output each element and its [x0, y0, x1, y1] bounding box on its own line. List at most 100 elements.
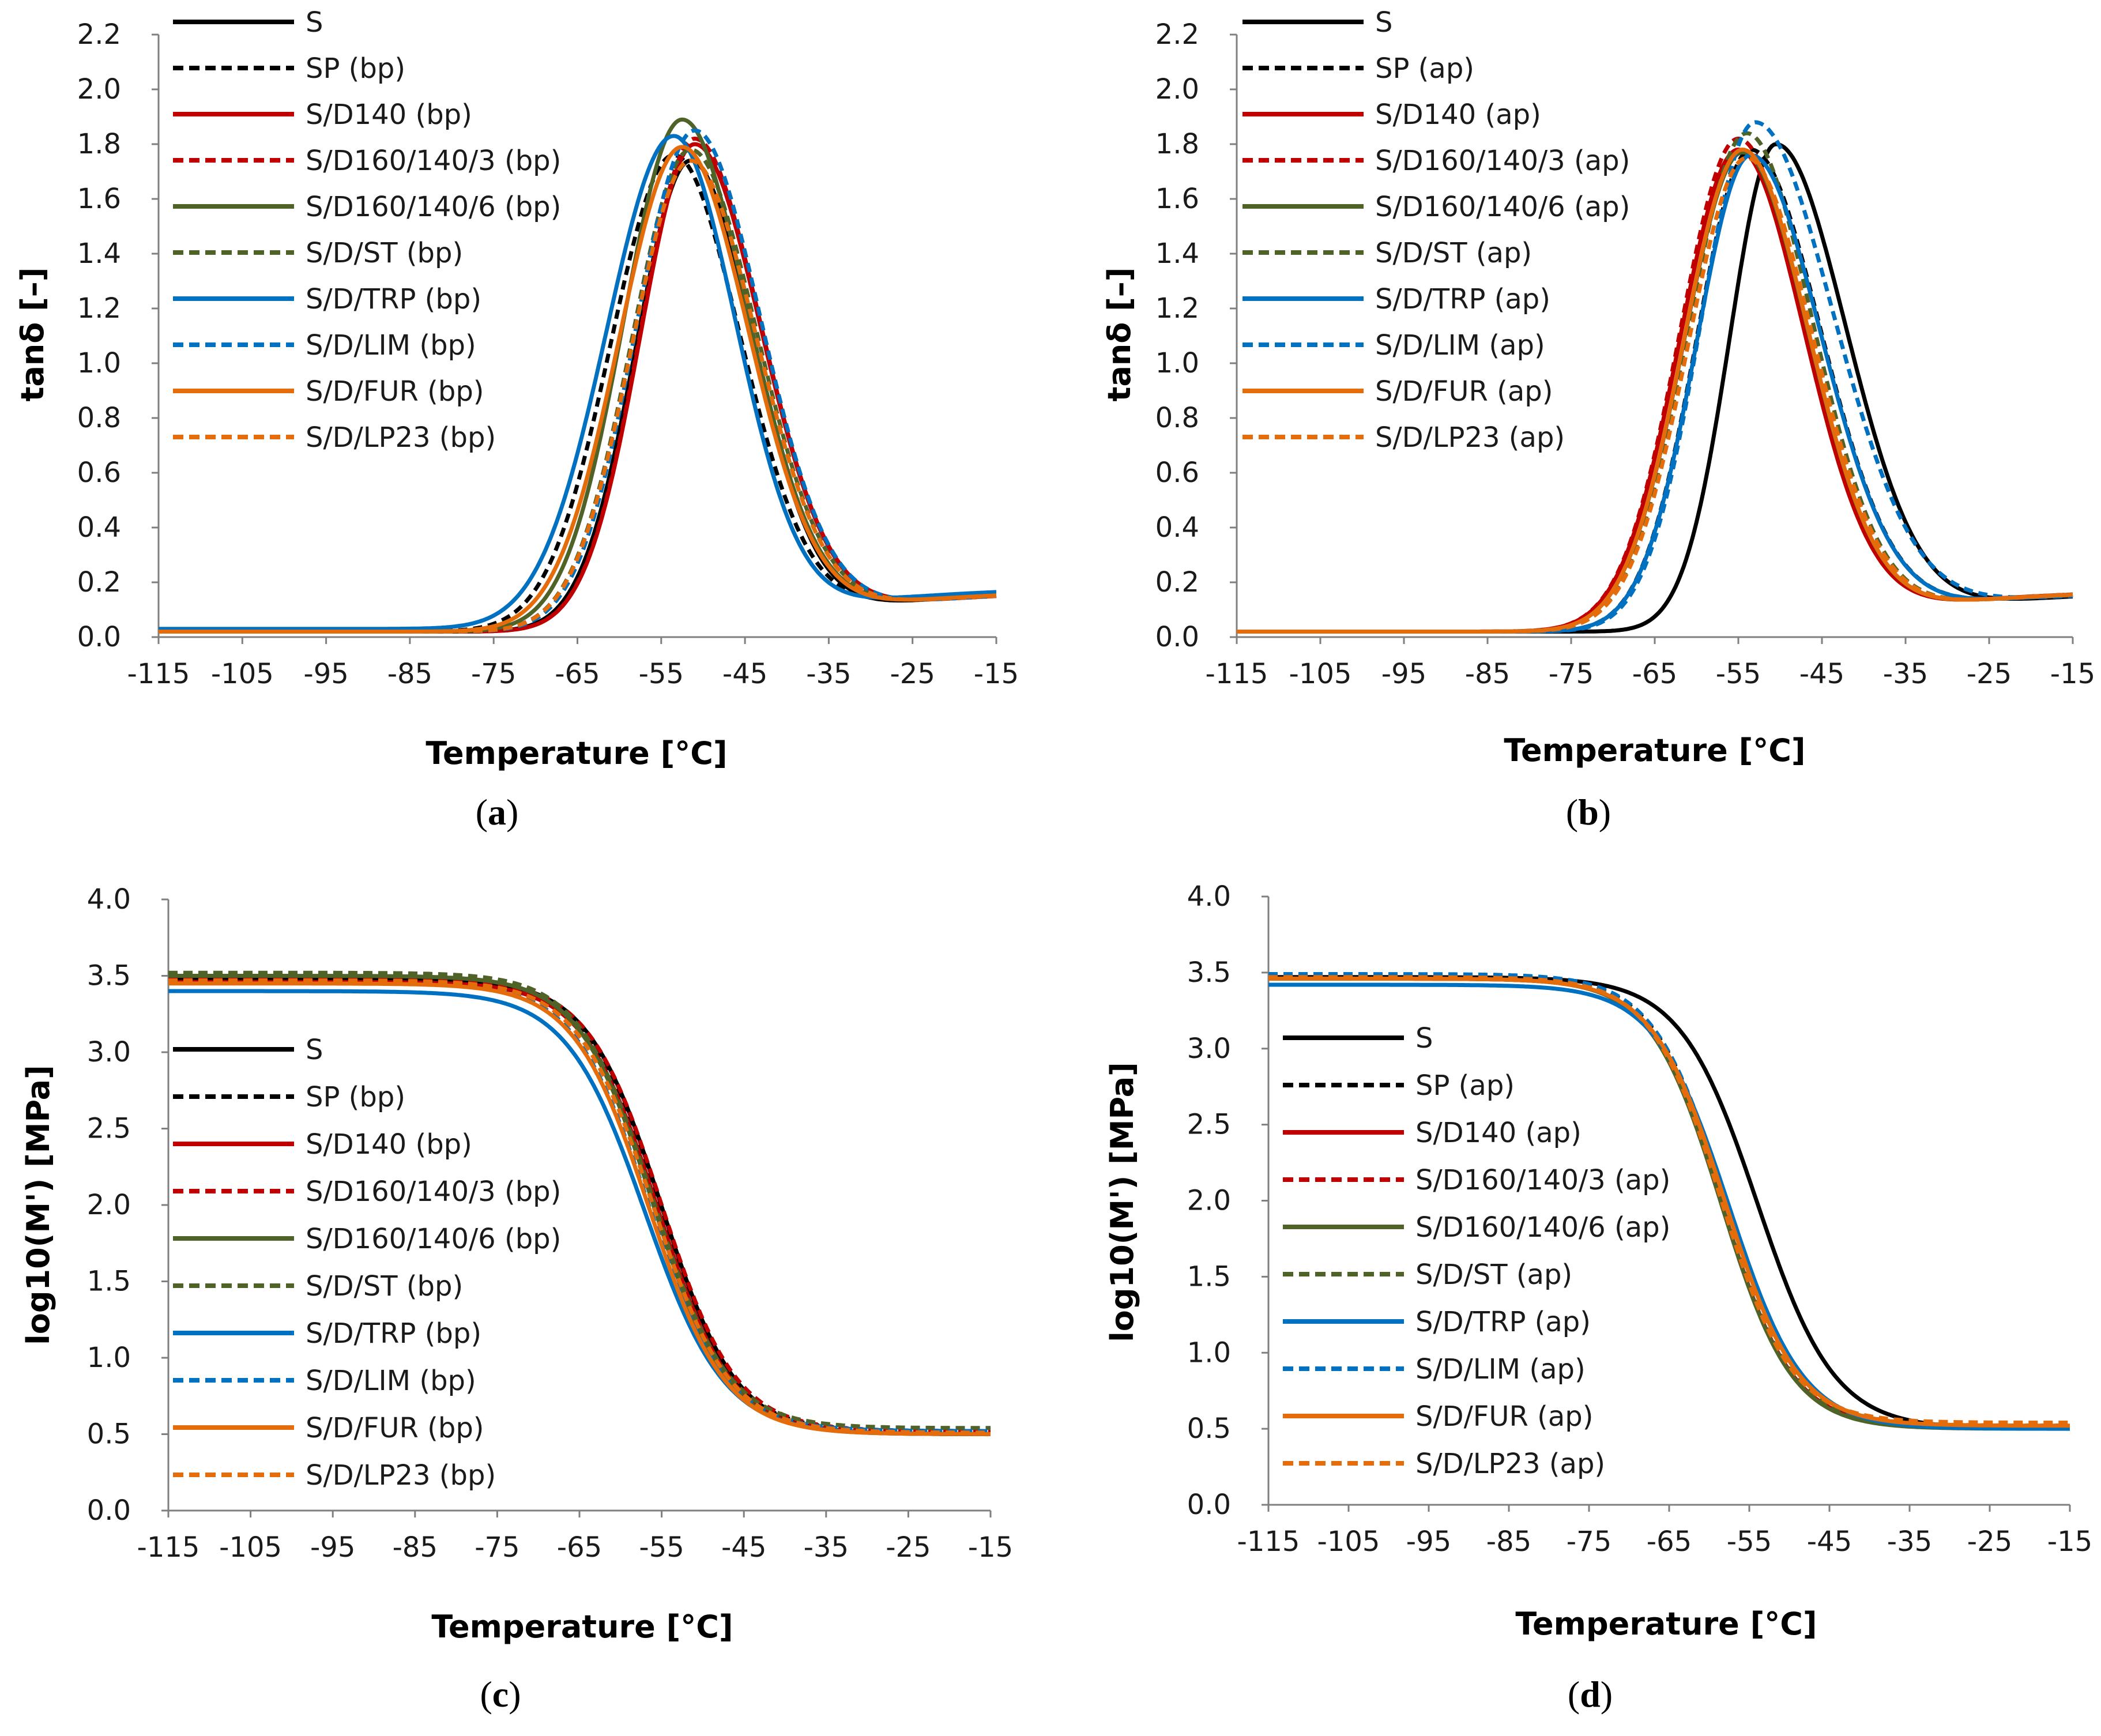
legend-label: S/D/LP23 (ap) — [1375, 421, 1565, 454]
legend-label: S/D/LIM (bp) — [306, 1365, 476, 1397]
legend-label: S/D/TRP (bp) — [306, 283, 481, 315]
y-tick-label: 3.0 — [1187, 1033, 1231, 1065]
legend-label: S/D/TRP (bp) — [306, 1317, 481, 1350]
legend: S SP (ap) S/D140 (ap) S/D160/140/3 (ap) S/D1… — [1283, 1022, 1670, 1480]
y-tick-label: 2.0 — [1187, 1185, 1231, 1217]
series-line-3 — [1268, 976, 2070, 1429]
legend-label: SP (bp) — [306, 1081, 405, 1113]
x-tick-label: -105 — [211, 658, 274, 690]
chart-panel-a: 0.0 0.2 0.4 0.6 0.8 1.0 1.2 1.4 1.6 1.8 2.0 2.2 -115… — [14, 6, 1019, 833]
y-tick-label: 4.0 — [1187, 880, 1231, 913]
y-axis-title: tanδ [–] — [14, 268, 51, 402]
series-line-10 — [168, 978, 991, 1435]
x-tick-label: -25 — [890, 658, 935, 690]
y-tick-label: 0.4 — [77, 511, 121, 544]
x-tick-label: -15 — [2047, 1526, 2092, 1558]
x-tick-label: -75 — [1567, 1526, 1611, 1558]
x-tick-label: -55 — [639, 1531, 684, 1564]
legend-label: S/D/LP23 (bp) — [306, 1459, 496, 1492]
y-tick-label: 0.0 — [77, 621, 121, 653]
panel-caption-letter: a — [488, 792, 506, 833]
series-line-4 — [1237, 137, 2073, 634]
panel-caption-letter: c — [492, 1674, 509, 1715]
y-axis-title: tanδ [–] — [1101, 268, 1138, 402]
legend-label: SP (bp) — [306, 52, 405, 85]
panel-caption-letter: d — [1580, 1674, 1601, 1715]
x-axis-title: Temperature [°C] — [426, 735, 727, 771]
x-tick-label: -115 — [1237, 1526, 1300, 1558]
legend-label: S/D/ST (ap) — [1415, 1259, 1572, 1291]
panel-caption: (c) — [480, 1674, 521, 1715]
x-tick-label: -115 — [127, 658, 190, 690]
y-tick-label: 1.8 — [77, 128, 121, 160]
legend-label: S/D/LP23 (ap) — [1415, 1448, 1605, 1480]
legend: S SP (bp) S/D140 (bp) S/D160/140/3 (bp) S/D1… — [173, 6, 561, 454]
legend-label: S/D140 (bp) — [306, 1128, 472, 1161]
y-tick-label: 3.5 — [87, 960, 131, 992]
series-group — [159, 117, 997, 634]
legend-label: S/D/LIM (ap) — [1415, 1353, 1586, 1385]
x-axis-title: Temperature [°C] — [1515, 1606, 1817, 1642]
legend-label: S/D160/140/6 (bp) — [306, 1223, 561, 1255]
legend-label: SP (ap) — [1375, 52, 1474, 85]
y-tick-label: 1.2 — [1155, 292, 1199, 325]
y-tick-label: 1.4 — [77, 238, 121, 270]
y-tick-label: 0.0 — [1187, 1489, 1231, 1521]
series-line-9 — [168, 981, 991, 1436]
legend-label: S/D/ST (ap) — [1375, 237, 1532, 269]
legend-label: S/D/LP23 (bp) — [306, 421, 496, 454]
y-tick-label: 2.0 — [87, 1189, 131, 1221]
series-group — [1268, 972, 2070, 1431]
series-line-2 — [1268, 973, 2070, 1428]
x-tick-label: -85 — [387, 658, 432, 690]
series-line-8 — [1237, 120, 2073, 634]
series-group — [1237, 120, 2073, 634]
x-tick-label: -25 — [886, 1531, 931, 1564]
legend-label: S/D140 (ap) — [1375, 99, 1541, 131]
y-tick-label: 0.6 — [1155, 457, 1199, 489]
legend-label: S/D/ST (bp) — [306, 237, 463, 269]
series-group — [168, 970, 991, 1436]
x-tick-label: -65 — [555, 658, 600, 690]
series-line-5 — [1268, 976, 2070, 1431]
series-line-10 — [159, 159, 997, 634]
x-tick-label: -105 — [1289, 658, 1352, 690]
x-tick-label: -55 — [639, 658, 684, 690]
y-tick-label: 0.2 — [1155, 566, 1199, 598]
y-tick-label: 0.8 — [1155, 402, 1199, 434]
x-tick-label: -105 — [1317, 1526, 1380, 1558]
series-line-7 — [159, 134, 997, 631]
y-tick-label: 0.2 — [77, 566, 121, 598]
y-tick-label: 1.0 — [1155, 347, 1199, 379]
x-tick-label: -115 — [137, 1531, 200, 1564]
x-tick-label: -15 — [2050, 658, 2095, 690]
series-line-10 — [1237, 156, 2073, 634]
y-tick-label: 2.2 — [1155, 18, 1199, 51]
panel-caption-letter: b — [1578, 792, 1599, 833]
y-tick-label: 0.5 — [87, 1418, 131, 1451]
legend-label: S/D160/140/3 (bp) — [306, 1176, 561, 1208]
legend-label: S/D/FUR (bp) — [306, 375, 484, 408]
x-tick-label: -55 — [1716, 658, 1761, 690]
x-tick-label: -85 — [1486, 1526, 1531, 1558]
legend-label: S — [1375, 6, 1392, 39]
legend-label: S/D140 (bp) — [306, 99, 472, 131]
y-tick-label: 3.0 — [87, 1036, 131, 1068]
y-tick-label: 0.5 — [1187, 1413, 1231, 1445]
legend-label: S/D/FUR (ap) — [1415, 1400, 1593, 1433]
legend-label: S — [1415, 1022, 1433, 1055]
y-tick-label: 2.5 — [1187, 1109, 1231, 1141]
chart-panel-d: 0.0 0.5 1.0 1.5 2.0 2.5 3.0 3.5 4.0 -115 -105 -95 -8… — [1104, 880, 2092, 1715]
y-tick-label: 1.0 — [77, 347, 121, 379]
y-tick-label: 0.8 — [77, 402, 121, 434]
series-line-1 — [1237, 142, 2073, 634]
y-tick-label: 2.2 — [77, 18, 121, 51]
x-tick-label: -65 — [1647, 1526, 1692, 1558]
legend-label: S/D/ST (bp) — [306, 1270, 463, 1302]
y-tick-label: 1.5 — [87, 1266, 131, 1298]
legend-label: S/D/FUR (ap) — [1375, 375, 1553, 408]
legend-label: S/D140 (ap) — [1415, 1117, 1582, 1149]
series-line-7 — [1237, 153, 2073, 634]
y-tick-label: 3.5 — [1187, 957, 1231, 989]
y-tick-label: 4.0 — [87, 883, 131, 916]
